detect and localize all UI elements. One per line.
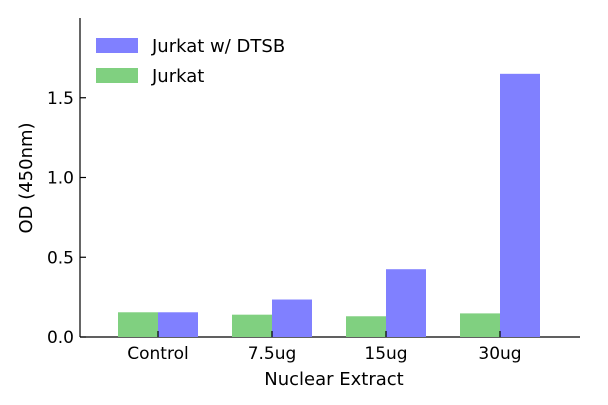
bar-jurkat-dtsb-15ug bbox=[386, 269, 426, 337]
x-axis-label: Nuclear Extract bbox=[264, 369, 403, 390]
legend: Jurkat w/ DTSB Jurkat bbox=[96, 36, 285, 87]
x-tick-label: 30ug bbox=[478, 344, 521, 364]
x-tick-label: 15ug bbox=[364, 344, 407, 364]
x-tick-label: Control bbox=[127, 344, 188, 364]
legend-swatch bbox=[96, 68, 138, 83]
bar-jurkat-dtsb-7-5ug bbox=[272, 299, 312, 337]
y-tick-label: 0.5 bbox=[47, 248, 74, 268]
bars bbox=[118, 73, 540, 337]
y-tick-label: 0.0 bbox=[47, 328, 74, 348]
legend-label: Jurkat bbox=[151, 66, 204, 87]
x-ticks: Control 7.5ug 15ug 30ug bbox=[127, 331, 522, 364]
legend-swatch bbox=[96, 38, 138, 53]
bar-jurkat-7-5ug bbox=[232, 314, 272, 337]
y-ticks: 0.0 0.5 1.0 1.5 bbox=[47, 89, 86, 348]
bar-jurkat-control bbox=[118, 312, 158, 337]
y-axis-label: OD (450nm) bbox=[16, 122, 37, 233]
legend-label: Jurkat w/ DTSB bbox=[151, 36, 285, 57]
bar-jurkat-dtsb-control bbox=[158, 312, 198, 337]
y-tick-label: 1.0 bbox=[47, 169, 74, 189]
x-tick-label: 7.5ug bbox=[248, 344, 297, 364]
bar-jurkat-15ug bbox=[346, 316, 386, 337]
bar-jurkat-30ug bbox=[460, 313, 500, 337]
y-tick-label: 1.5 bbox=[47, 89, 74, 109]
bar-jurkat-dtsb-30ug bbox=[500, 73, 540, 337]
